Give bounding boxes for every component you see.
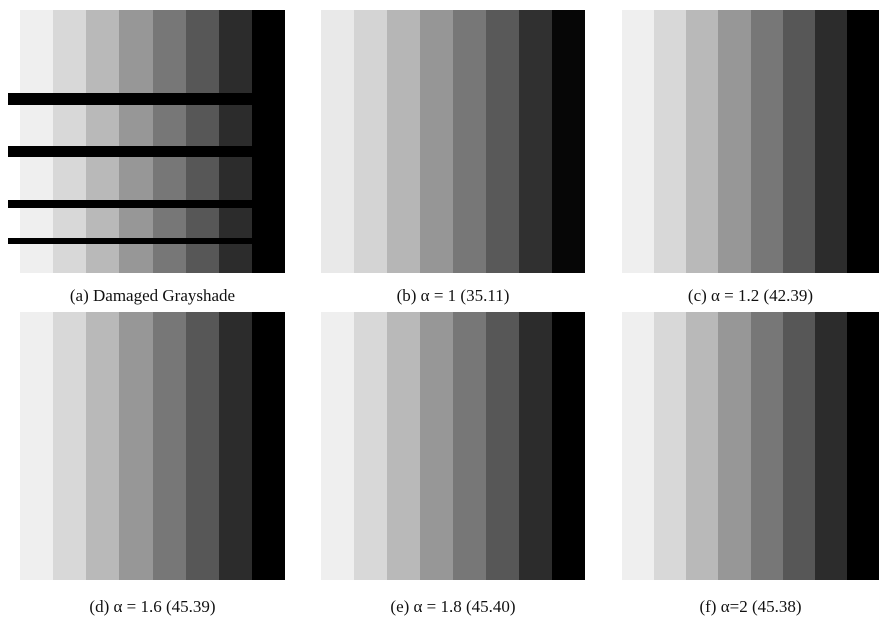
grayscale-image (622, 10, 879, 273)
damage-line (8, 200, 255, 208)
damage-line (8, 93, 255, 105)
grayscale-image (20, 10, 285, 273)
damage-line (8, 146, 255, 157)
grayscale-image (622, 312, 879, 580)
caption: (b) α = 1 (35.11) (301, 286, 605, 306)
grayscale-image (321, 10, 585, 273)
caption: (c) α = 1.2 (42.39) (602, 286, 879, 306)
figure: (a) Damaged Grayshade(b) α = 1 (35.11)(c… (0, 0, 879, 624)
caption: (e) α = 1.8 (45.40) (301, 597, 605, 617)
caption: (f) α=2 (45.38) (602, 597, 879, 617)
caption: (a) Damaged Grayshade (0, 286, 305, 306)
caption: (d) α = 1.6 (45.39) (0, 597, 305, 617)
grayscale-image (321, 312, 585, 580)
grayscale-image (20, 312, 285, 580)
damage-line (8, 238, 255, 244)
